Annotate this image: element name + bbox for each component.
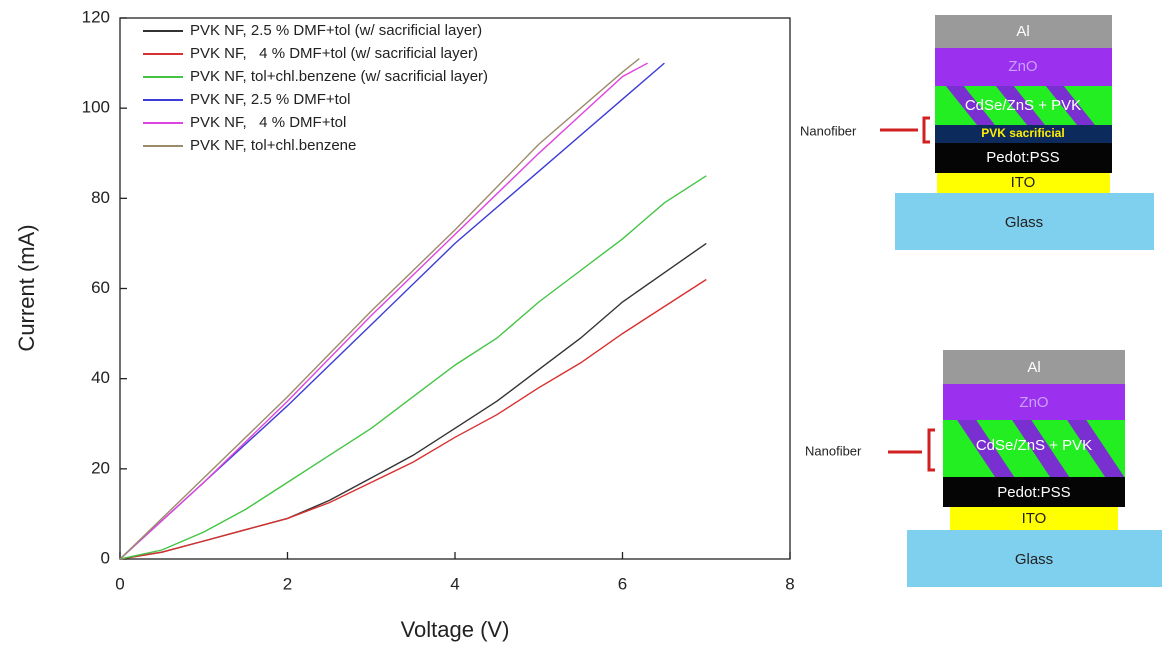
- layer: [943, 477, 1125, 507]
- layer: [943, 350, 1125, 384]
- series-line: [119, 242, 707, 560]
- layer-label: Glass: [1005, 214, 1043, 231]
- x-tick-label: 2: [283, 574, 292, 593]
- layer-label: ZnO: [1008, 58, 1037, 75]
- x-tick-label: 0: [115, 574, 124, 593]
- layer-label: PVK sacrificial: [981, 126, 1064, 140]
- layer: [935, 125, 1112, 143]
- stripes: [945, 86, 1095, 125]
- layer: [937, 173, 1110, 193]
- layer: [943, 384, 1125, 420]
- series-line: [119, 62, 648, 560]
- legend-label: PVK NF, 2.5 % DMF+tol (w/ sacrificial la…: [190, 22, 482, 39]
- layer-label: Al: [1016, 23, 1029, 40]
- layer-label: ITO: [1011, 174, 1036, 191]
- y-tick-label: 20: [91, 458, 110, 477]
- stripes: [957, 420, 1125, 477]
- y-tick-label: 80: [91, 188, 110, 207]
- layer-label: Pedot:PSS: [986, 149, 1059, 166]
- y-tick-label: 40: [91, 368, 110, 387]
- bracket: [888, 428, 935, 472]
- device-stack-bottom: Al ZnO CdSe/ZnS + PVK Pedot:PSS ITO Glas…: [805, 350, 1162, 587]
- x-tick-label: 6: [618, 574, 627, 593]
- layer-label: CdSe/ZnS + PVK: [965, 97, 1081, 114]
- layer-label: CdSe/ZnS + PVK: [976, 437, 1092, 454]
- legend-label: PVK NF, tol+chl.benzene (w/ sacrificial …: [190, 68, 488, 85]
- annotation: Nanofiber: [800, 123, 857, 138]
- y-tick-label: 0: [101, 548, 110, 567]
- layer-label: Pedot:PSS: [997, 484, 1070, 501]
- bracket: [880, 116, 930, 144]
- x-axis-label: Voltage (V): [401, 617, 510, 642]
- legend-label: PVK NF, 4 % DMF+tol: [190, 114, 346, 131]
- layer-label: ITO: [1022, 510, 1047, 527]
- layer-label: Glass: [1015, 551, 1053, 568]
- x-tick-label: 8: [785, 574, 794, 593]
- layer: [935, 143, 1112, 173]
- x-tick-label: 4: [450, 574, 459, 593]
- series-line: [119, 175, 707, 560]
- layer: [895, 193, 1154, 250]
- legend-label: PVK NF, 2.5 % DMF+tol: [190, 91, 350, 108]
- series-line: [119, 58, 640, 560]
- layer-label: ZnO: [1019, 394, 1048, 411]
- legend-label: PVK NF, tol+chl.benzene: [190, 137, 356, 154]
- y-tick-label: 120: [82, 7, 110, 26]
- legend-label: PVK NF, 4 % DMF+tol (w/ sacrificial laye…: [190, 45, 478, 62]
- y-tick-label: 60: [91, 278, 110, 297]
- y-axis-label: Current (mA): [14, 224, 39, 351]
- annotation: Nanofiber: [805, 443, 862, 458]
- layer: [907, 530, 1162, 587]
- device-stack-top: Al ZnO CdSe/ZnS + PVK PVK sacrificial Pe…: [800, 15, 1154, 250]
- layer-label: Al: [1027, 359, 1040, 376]
- series-line: [119, 278, 707, 560]
- layer: [935, 15, 1112, 48]
- layer: [950, 507, 1118, 530]
- y-tick-label: 100: [82, 98, 110, 117]
- layer: [935, 48, 1112, 86]
